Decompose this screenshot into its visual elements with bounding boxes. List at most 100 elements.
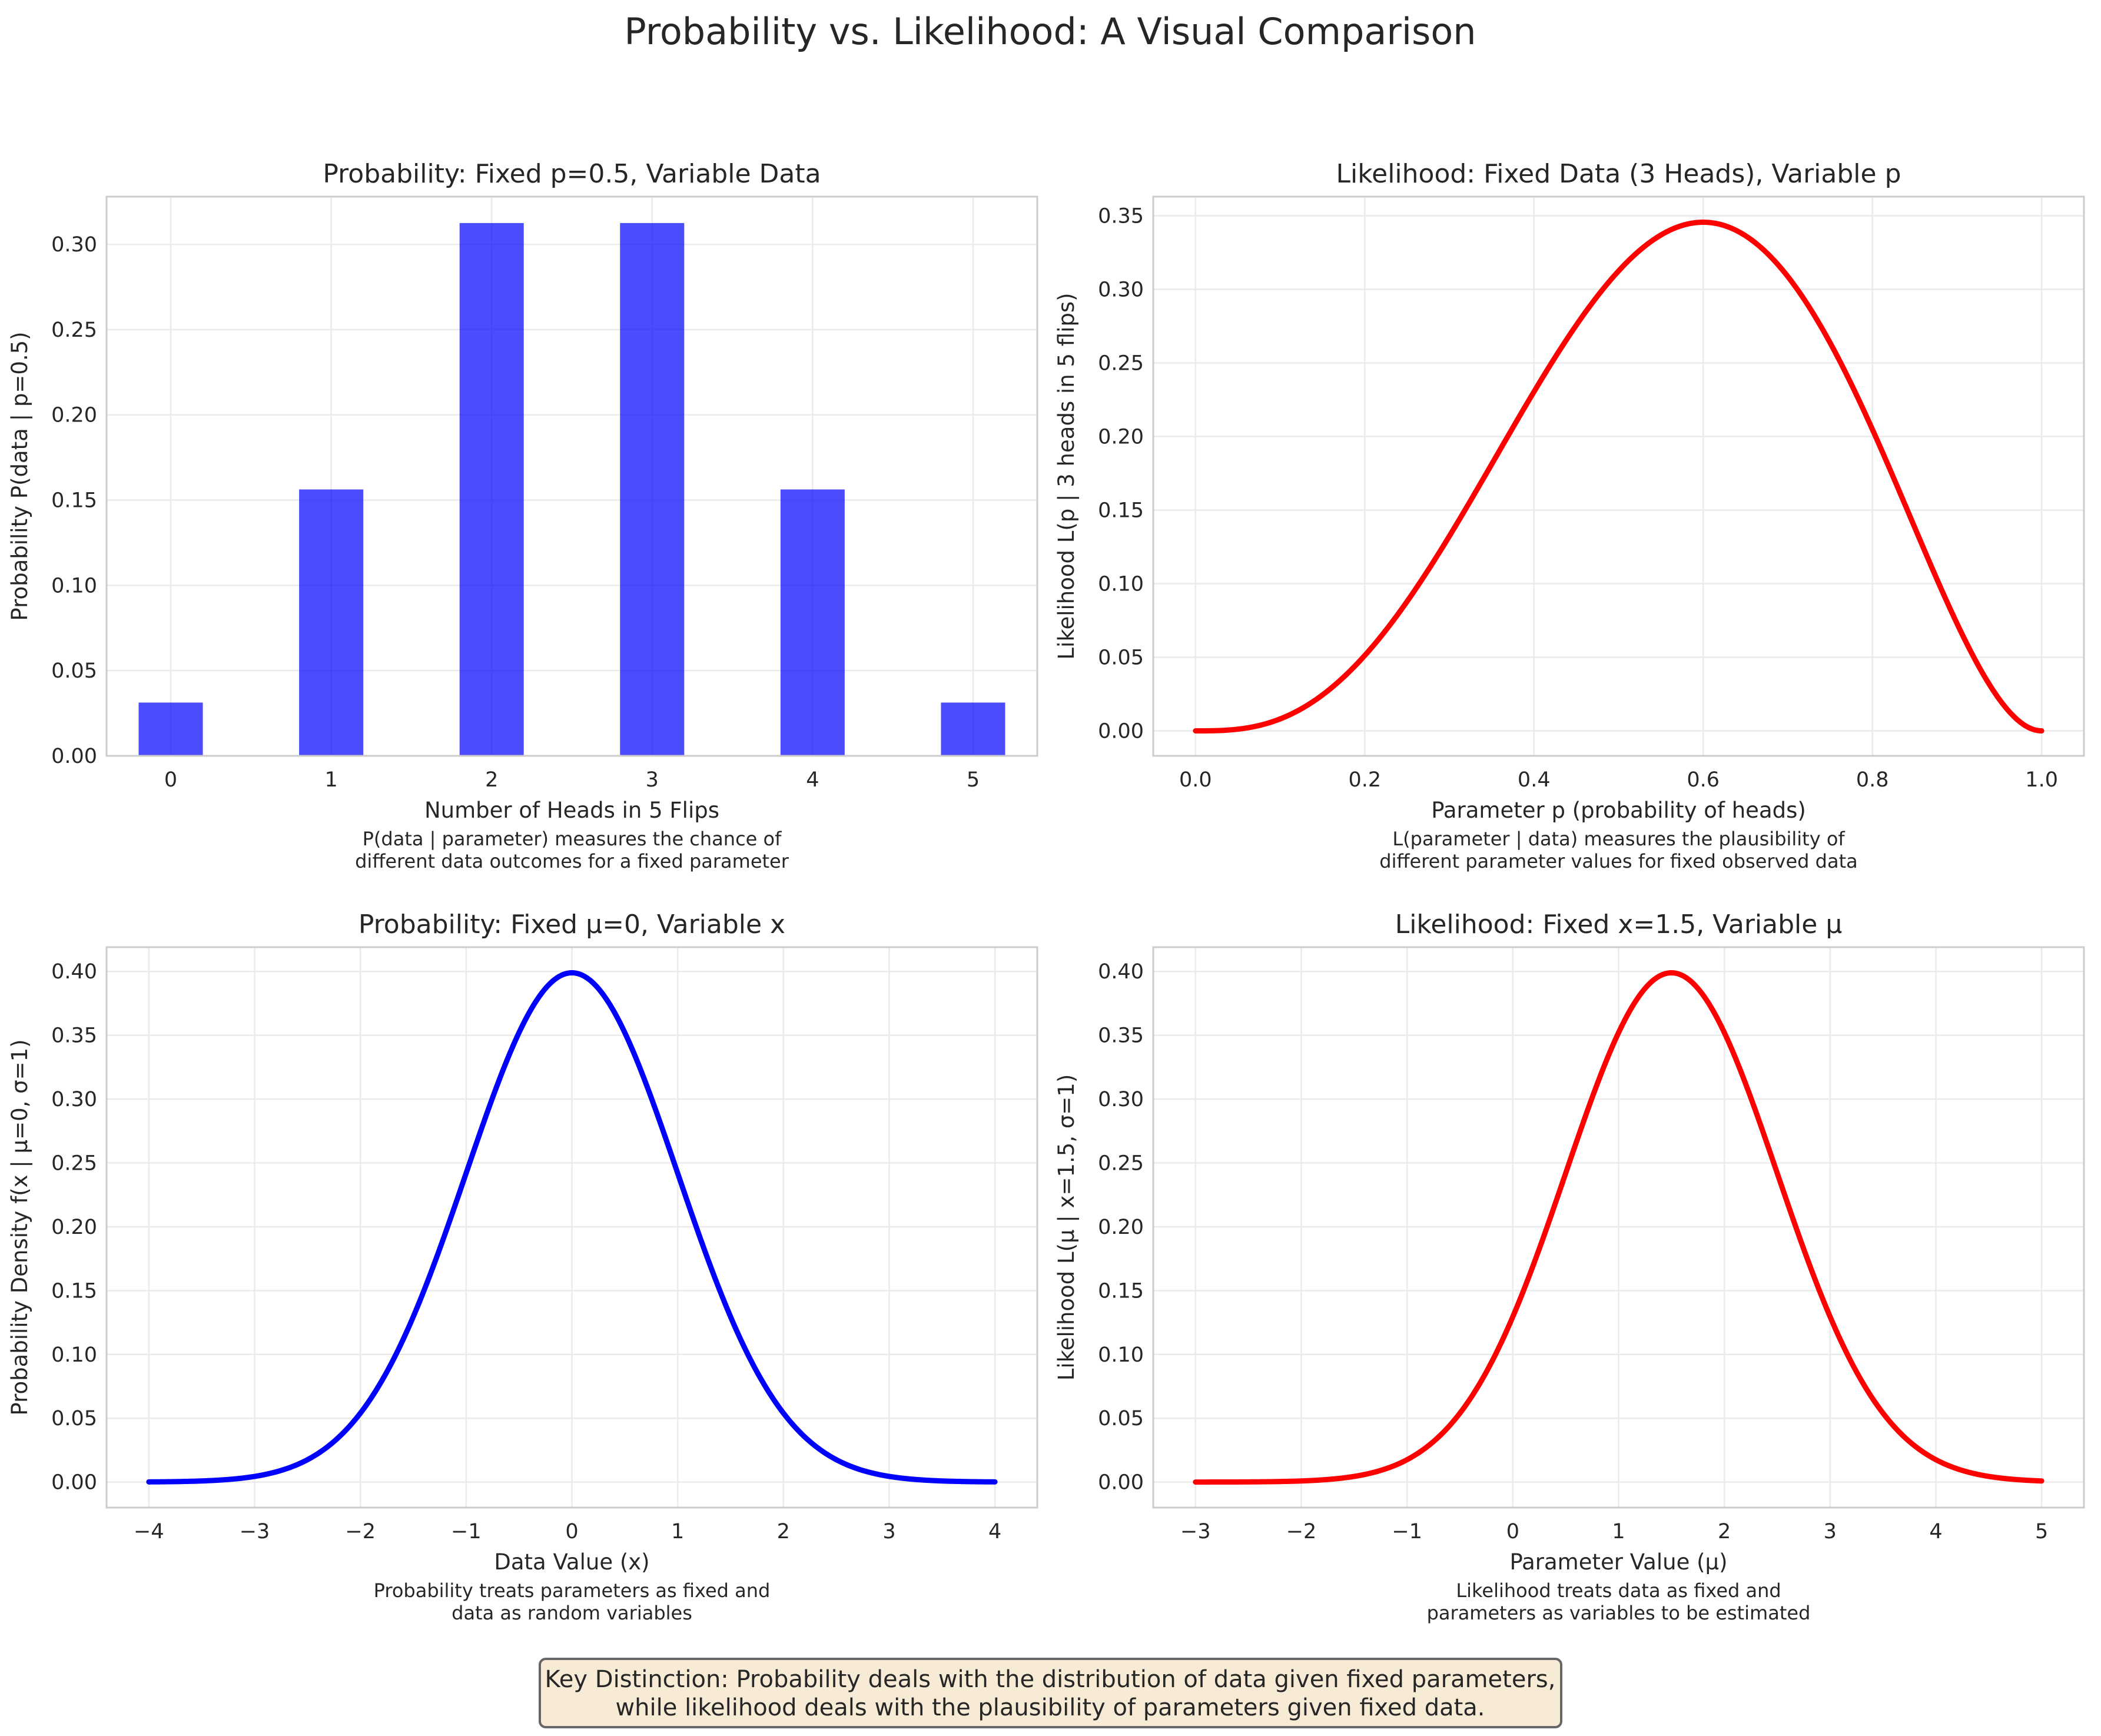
y-tick-label: 0.10 bbox=[51, 1343, 97, 1367]
x-tick-label: 0 bbox=[565, 1520, 578, 1544]
x-tick-label: 1 bbox=[671, 1520, 684, 1544]
y-tick-label: 0.25 bbox=[1098, 352, 1144, 376]
x-tick-label: −1 bbox=[1392, 1520, 1422, 1544]
panel-normal-likelihood: −3 −2 −1 0 1 2 3 4 5 0.00 0.05 0.10 0.15 0.20 0.25 0.30… bbox=[1054, 910, 2085, 1624]
x-tick-label: 5 bbox=[2035, 1520, 2048, 1544]
y-axis-label: Likelihood L(μ | x=1.5, σ=1) bbox=[1054, 1074, 1079, 1381]
y-tick-label: 0.15 bbox=[1098, 1279, 1144, 1303]
x-tick-label: −2 bbox=[1286, 1520, 1317, 1544]
y-tick-label: 0.40 bbox=[1098, 960, 1144, 984]
x-tick-label: 1 bbox=[324, 768, 337, 792]
y-tick-label: 0.00 bbox=[1098, 1471, 1144, 1495]
x-tick-label: 3 bbox=[882, 1520, 895, 1544]
y-tick-label: 0.10 bbox=[51, 574, 97, 598]
panel-caption-line: Likelihood treats data as fixed and bbox=[1456, 1579, 1781, 1602]
panel-caption-line: different parameter values for fixed obs… bbox=[1379, 850, 1857, 872]
series-line bbox=[146, 970, 998, 1485]
y-tick-label: 0.10 bbox=[1098, 573, 1144, 596]
bar-4 bbox=[780, 489, 845, 756]
x-tick-label: −4 bbox=[134, 1520, 164, 1544]
panel-binomial-probability: 0 1 2 3 4 5 0.00 0.05 0.10 0.15 0.20 0.25 0.30 Probab… bbox=[7, 159, 1038, 872]
y-tick-label: 0.05 bbox=[51, 1407, 97, 1430]
panel-caption-line: Probability treats parameters as fixed a… bbox=[374, 1579, 771, 1602]
x-tick-label: 4 bbox=[988, 1520, 1001, 1544]
bar-2 bbox=[459, 223, 524, 756]
x-tick-label: 0.0 bbox=[1179, 768, 1212, 792]
gridlines bbox=[107, 947, 1037, 1508]
key-distinction-note: Key Distinction: Probability deals with … bbox=[539, 1658, 1562, 1728]
y-tick-label: 0.35 bbox=[51, 1024, 97, 1048]
y-tick-label: 0.25 bbox=[1098, 1151, 1144, 1175]
bar-0 bbox=[138, 702, 203, 756]
panel-caption-line: P(data | parameter) measures the chance … bbox=[363, 828, 782, 850]
y-tick-label: 0.05 bbox=[1098, 646, 1144, 670]
x-axis-label: Data Value (x) bbox=[494, 1549, 649, 1575]
y-tick-label: 0.40 bbox=[51, 960, 97, 984]
x-axis-label: Number of Heads in 5 Flips bbox=[424, 798, 719, 823]
x-axis-label: Parameter p (probability of heads) bbox=[1431, 798, 1806, 823]
axes-frame bbox=[1152, 195, 2085, 757]
x-tick-label: 4 bbox=[806, 768, 819, 792]
x-tick-label: 5 bbox=[967, 768, 980, 792]
x-tick-label: 0.6 bbox=[1687, 768, 1720, 792]
key-distinction-box bbox=[539, 1658, 1562, 1728]
x-tick-label: 1.0 bbox=[2025, 768, 2058, 792]
tick-labels: 0 1 2 3 4 5 0.00 0.05 0.10 0.15 0.20 0.25 0.30 bbox=[51, 233, 980, 792]
tick-labels: 0.0 0.2 0.4 0.6 0.8 1.0 0.00 0.05 0.10 0.15 0.20 0.… bbox=[1098, 205, 2058, 792]
x-tick-label: 3 bbox=[646, 768, 659, 792]
series-line bbox=[1193, 970, 2044, 1485]
y-tick-label: 0.15 bbox=[51, 1279, 97, 1303]
y-tick-label: 0.15 bbox=[1098, 499, 1144, 523]
x-tick-label: 0.4 bbox=[1518, 768, 1551, 792]
x-tick-label: 4 bbox=[1929, 1520, 1942, 1544]
y-tick-label: 0.25 bbox=[51, 1151, 97, 1175]
y-axis-label: Probability Density f(x | μ=0, σ=1) bbox=[7, 1039, 32, 1415]
y-tick-label: 0.30 bbox=[1098, 278, 1144, 302]
y-tick-label: 0.20 bbox=[1098, 426, 1144, 449]
x-tick-label: −2 bbox=[345, 1520, 376, 1544]
x-tick-label: 0 bbox=[164, 768, 177, 792]
x-tick-label: 2 bbox=[777, 1520, 790, 1544]
x-tick-label: 2 bbox=[1718, 1520, 1731, 1544]
bars bbox=[138, 223, 1005, 756]
axes-frame bbox=[105, 946, 1038, 1509]
y-tick-label: 0.05 bbox=[1098, 1407, 1144, 1430]
x-tick-label: −3 bbox=[240, 1520, 270, 1544]
y-tick-label: 0.30 bbox=[51, 233, 97, 257]
x-tick-label: 0.2 bbox=[1348, 768, 1381, 792]
y-tick-label: 0.20 bbox=[51, 404, 97, 427]
x-axis-label: Parameter Value (μ) bbox=[1509, 1549, 1727, 1575]
panel-caption-line: L(parameter | data) measures the plausib… bbox=[1392, 828, 1845, 850]
panel-caption-line: parameters as variables to be estimated bbox=[1427, 1602, 1811, 1624]
figure-title: Probability vs. Likelihood: A Visual Com… bbox=[624, 10, 1476, 53]
key-distinction-line-2: while likelihood deals with the plausibi… bbox=[615, 1694, 1485, 1721]
gridlines bbox=[107, 197, 1037, 757]
axes-frame bbox=[105, 195, 1038, 757]
y-tick-label: 0.35 bbox=[1098, 1024, 1144, 1048]
y-tick-label: 0.20 bbox=[1098, 1216, 1144, 1239]
bar-3 bbox=[620, 223, 685, 756]
y-tick-label: 0.20 bbox=[51, 1216, 97, 1239]
panel-title: Probability: Fixed p=0.5, Variable Data bbox=[323, 159, 821, 189]
y-axis-label: Probability P(data | p=0.5) bbox=[7, 331, 32, 620]
x-tick-label: 0 bbox=[1506, 1520, 1519, 1544]
tick-labels: −3 −2 −1 0 1 2 3 4 5 0.00 0.05 0.10 0.15 0.20 0.25 0.30… bbox=[1098, 960, 2048, 1544]
gridlines bbox=[1153, 197, 2084, 756]
bar-5 bbox=[941, 702, 1005, 756]
y-tick-label: 0.35 bbox=[1098, 205, 1144, 228]
key-distinction-line-1: Key Distinction: Probability deals with … bbox=[545, 1666, 1556, 1693]
panel-caption-line: data as random variables bbox=[452, 1602, 692, 1624]
y-axis-label: Likelihood L(p | 3 heads in 5 flips) bbox=[1054, 293, 1079, 659]
x-tick-label: 3 bbox=[1824, 1520, 1837, 1544]
y-tick-label: 0.00 bbox=[51, 1471, 97, 1495]
panel-caption-line: different data outcomes for a fixed para… bbox=[355, 850, 789, 872]
panel-title: Likelihood: Fixed Data (3 Heads), Variab… bbox=[1336, 159, 1901, 189]
y-tick-label: 0.30 bbox=[51, 1088, 97, 1111]
y-tick-label: 0.15 bbox=[51, 489, 97, 513]
y-tick-label: 0.10 bbox=[1098, 1343, 1144, 1367]
panel-normal-probability: −4 −3 −2 −1 0 1 2 3 4 0.00 0.05 0.10 0.15 0.20 0.25 0.3… bbox=[7, 910, 1038, 1624]
axes-frame bbox=[1152, 946, 2085, 1509]
gridlines bbox=[1153, 947, 2084, 1508]
tick-labels: −4 −3 −2 −1 0 1 2 3 4 0.00 0.05 0.10 0.15 0.20 0.25 0.3… bbox=[51, 960, 1001, 1544]
